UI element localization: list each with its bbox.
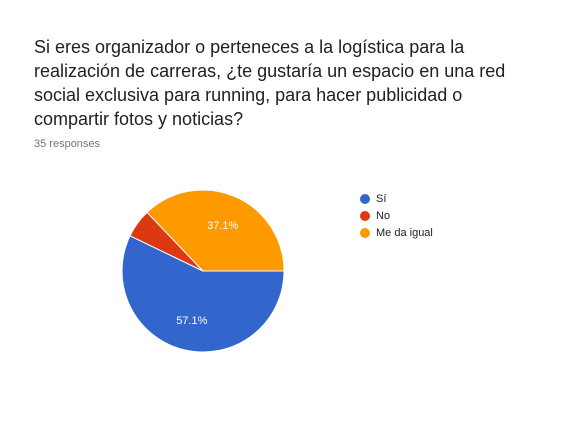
legend-item-no[interactable]: No bbox=[360, 207, 433, 224]
legend-label-me-da-igual: Me da igual bbox=[376, 226, 433, 239]
legend-label-no: No bbox=[376, 209, 391, 222]
pie-label-me-da-igual: 37.1% bbox=[207, 220, 238, 232]
chart-legend: Sí No Me da igual bbox=[360, 190, 433, 241]
legend-item-si[interactable]: Sí bbox=[360, 190, 433, 207]
pie-slice-me-da-igual[interactable] bbox=[146, 189, 285, 272]
pie-label-si: 57.1% bbox=[176, 315, 207, 327]
response-count: 35 responses bbox=[34, 138, 101, 150]
question-line-1: Si eres organizador o perteneces a la lo… bbox=[34, 37, 465, 57]
question-line-2: realización de carreras, ¿te gustaría un… bbox=[34, 61, 506, 81]
legend-dot-si bbox=[360, 193, 370, 204]
legend-dot-no bbox=[360, 210, 370, 221]
question-line-3: social exclusiva para running, para hace… bbox=[34, 85, 463, 105]
pie-slice-si[interactable] bbox=[121, 235, 285, 353]
question-title: Si eres organizador o perteneces a la lo… bbox=[34, 35, 534, 131]
legend-dot-me-da-igual bbox=[360, 227, 370, 238]
legend-item-me-da-igual[interactable]: Me da igual bbox=[360, 224, 433, 241]
legend-label-si: Sí bbox=[376, 192, 387, 205]
question-line-4: compartir fotos y noticias? bbox=[34, 109, 244, 129]
